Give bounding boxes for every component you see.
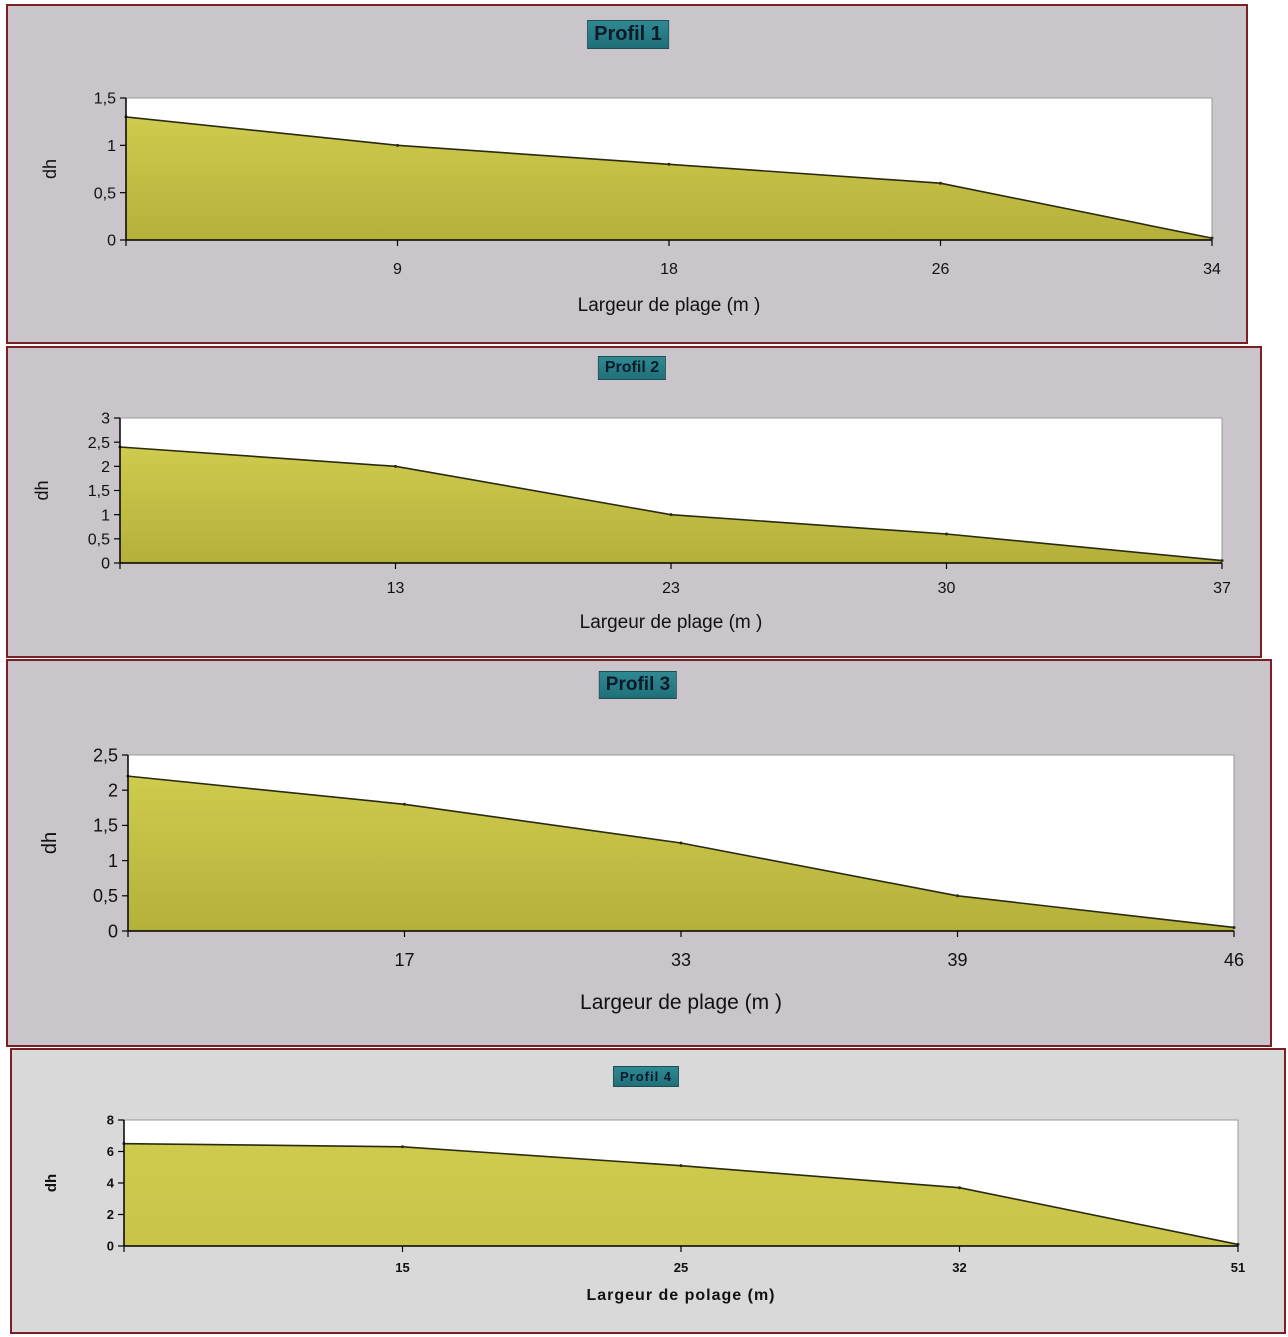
x-tick-label: 32 [952, 1260, 966, 1275]
y-axis-label: dh [40, 159, 60, 179]
data-point [401, 1145, 404, 1149]
y-axis-label: dh [43, 1174, 60, 1192]
x-axis-label: Largeur de plage (m ) [578, 295, 761, 316]
data-point [939, 181, 942, 185]
y-tick-label: 1,5 [88, 483, 110, 500]
x-tick-label: 15 [395, 1260, 409, 1275]
x-tick-label: 18 [660, 261, 678, 278]
data-point [1236, 1242, 1240, 1246]
x-tick-label: 23 [662, 580, 680, 597]
y-tick-label: 4 [107, 1176, 115, 1191]
chart-title: Profil 1 [587, 20, 669, 49]
data-point [679, 841, 683, 845]
y-tick-label: 0 [107, 1239, 114, 1254]
area-series [128, 776, 1234, 931]
y-tick-label: 2 [107, 1207, 114, 1222]
data-point [394, 464, 397, 468]
data-point [956, 894, 959, 898]
x-tick-label: 9 [393, 261, 402, 278]
y-tick-label: 0,5 [88, 531, 110, 548]
chart-svg: 0 0,5 1 1,5 2 2,5 17 33 39 46 Largeur de plage (m … [39, 745, 1244, 1014]
y-tick-label: 0,5 [94, 185, 116, 202]
x-tick-label: 25 [674, 1260, 688, 1275]
chart-svg: 0 0,5 1 1,5 2 2,5 3 13 23 30 37 Largeur de plage (m… [32, 411, 1231, 633]
y-tick-label: 1 [107, 138, 116, 155]
chart-svg: 0 0,5 1 1,5 9 18 26 34 Largeur de plage (m ) dh [40, 91, 1221, 316]
y-tick-label: 0 [107, 233, 116, 250]
y-axis-label: dh [32, 480, 52, 500]
y-tick-label: 8 [107, 1113, 114, 1128]
y-tick-label: 6 [107, 1144, 114, 1159]
x-tick-label: 34 [1203, 261, 1221, 278]
y-tick-label: 1 [108, 851, 118, 871]
data-point [679, 1164, 683, 1168]
data-point [1220, 559, 1224, 563]
data-point [1210, 236, 1214, 240]
y-tick-label: 0 [108, 921, 118, 941]
data-point [396, 143, 399, 147]
y-tick-label: 3 [101, 411, 110, 428]
chart-svg: 0 2 4 6 8 15 25 32 51 Largeur de polage (m) dh [43, 1113, 1245, 1304]
x-tick-label: 17 [394, 950, 414, 970]
chart-title: Profil 3 [598, 671, 678, 699]
area-series [124, 1143, 1238, 1246]
area-series [126, 116, 1212, 240]
data-point [667, 162, 671, 166]
x-axis-label: Largeur de plage (m ) [580, 612, 763, 633]
y-tick-label: 1 [101, 507, 110, 524]
x-axis-label: Largeur de polage (m) [586, 1287, 775, 1304]
y-tick-label: 1,5 [94, 91, 116, 108]
x-tick-label: 51 [1231, 1260, 1245, 1275]
y-tick-label: 2,5 [88, 435, 110, 452]
chart-panel-profil-2: Profil 2 0 0,5 1 1,5 2 2,5 3 13 23 30 37 Largeur de… [6, 346, 1262, 658]
x-tick-label: 33 [671, 950, 691, 970]
chart-title: Profil 2 [597, 356, 667, 380]
data-point [403, 802, 406, 806]
y-axis-label: dh [39, 832, 61, 854]
y-tick-label: 0 [101, 556, 110, 573]
chart-panel-profil-4: Profil 4 0 2 4 6 8 15 25 32 51 Largeur de polage … [10, 1048, 1286, 1334]
x-tick-label: 46 [1224, 950, 1244, 970]
chart-panel-profil-3: Profil 3 0 0,5 1 1,5 2 2,5 17 33 39 46 Largeur de … [6, 659, 1272, 1047]
x-tick-label: 26 [932, 261, 950, 278]
data-point [958, 1186, 961, 1190]
x-tick-label: 30 [938, 580, 956, 597]
y-tick-label: 1,5 [93, 816, 118, 836]
x-tick-label: 37 [1213, 580, 1231, 597]
chart-title: Profil 4 [612, 1066, 680, 1087]
y-tick-label: 2 [108, 781, 118, 801]
data-point [1232, 925, 1236, 929]
chart-panel-profil-1: Profil 1 0 0,5 1 1,5 9 18 26 34 Largeur de plage… [6, 4, 1248, 344]
y-tick-label: 2,5 [93, 745, 118, 765]
data-point [669, 513, 673, 517]
x-axis-label: Largeur de plage (m ) [580, 991, 782, 1014]
data-point [945, 532, 948, 536]
y-tick-label: 2 [101, 459, 110, 476]
x-tick-label: 39 [947, 950, 967, 970]
y-tick-label: 0,5 [93, 886, 118, 906]
x-tick-label: 13 [387, 580, 405, 597]
